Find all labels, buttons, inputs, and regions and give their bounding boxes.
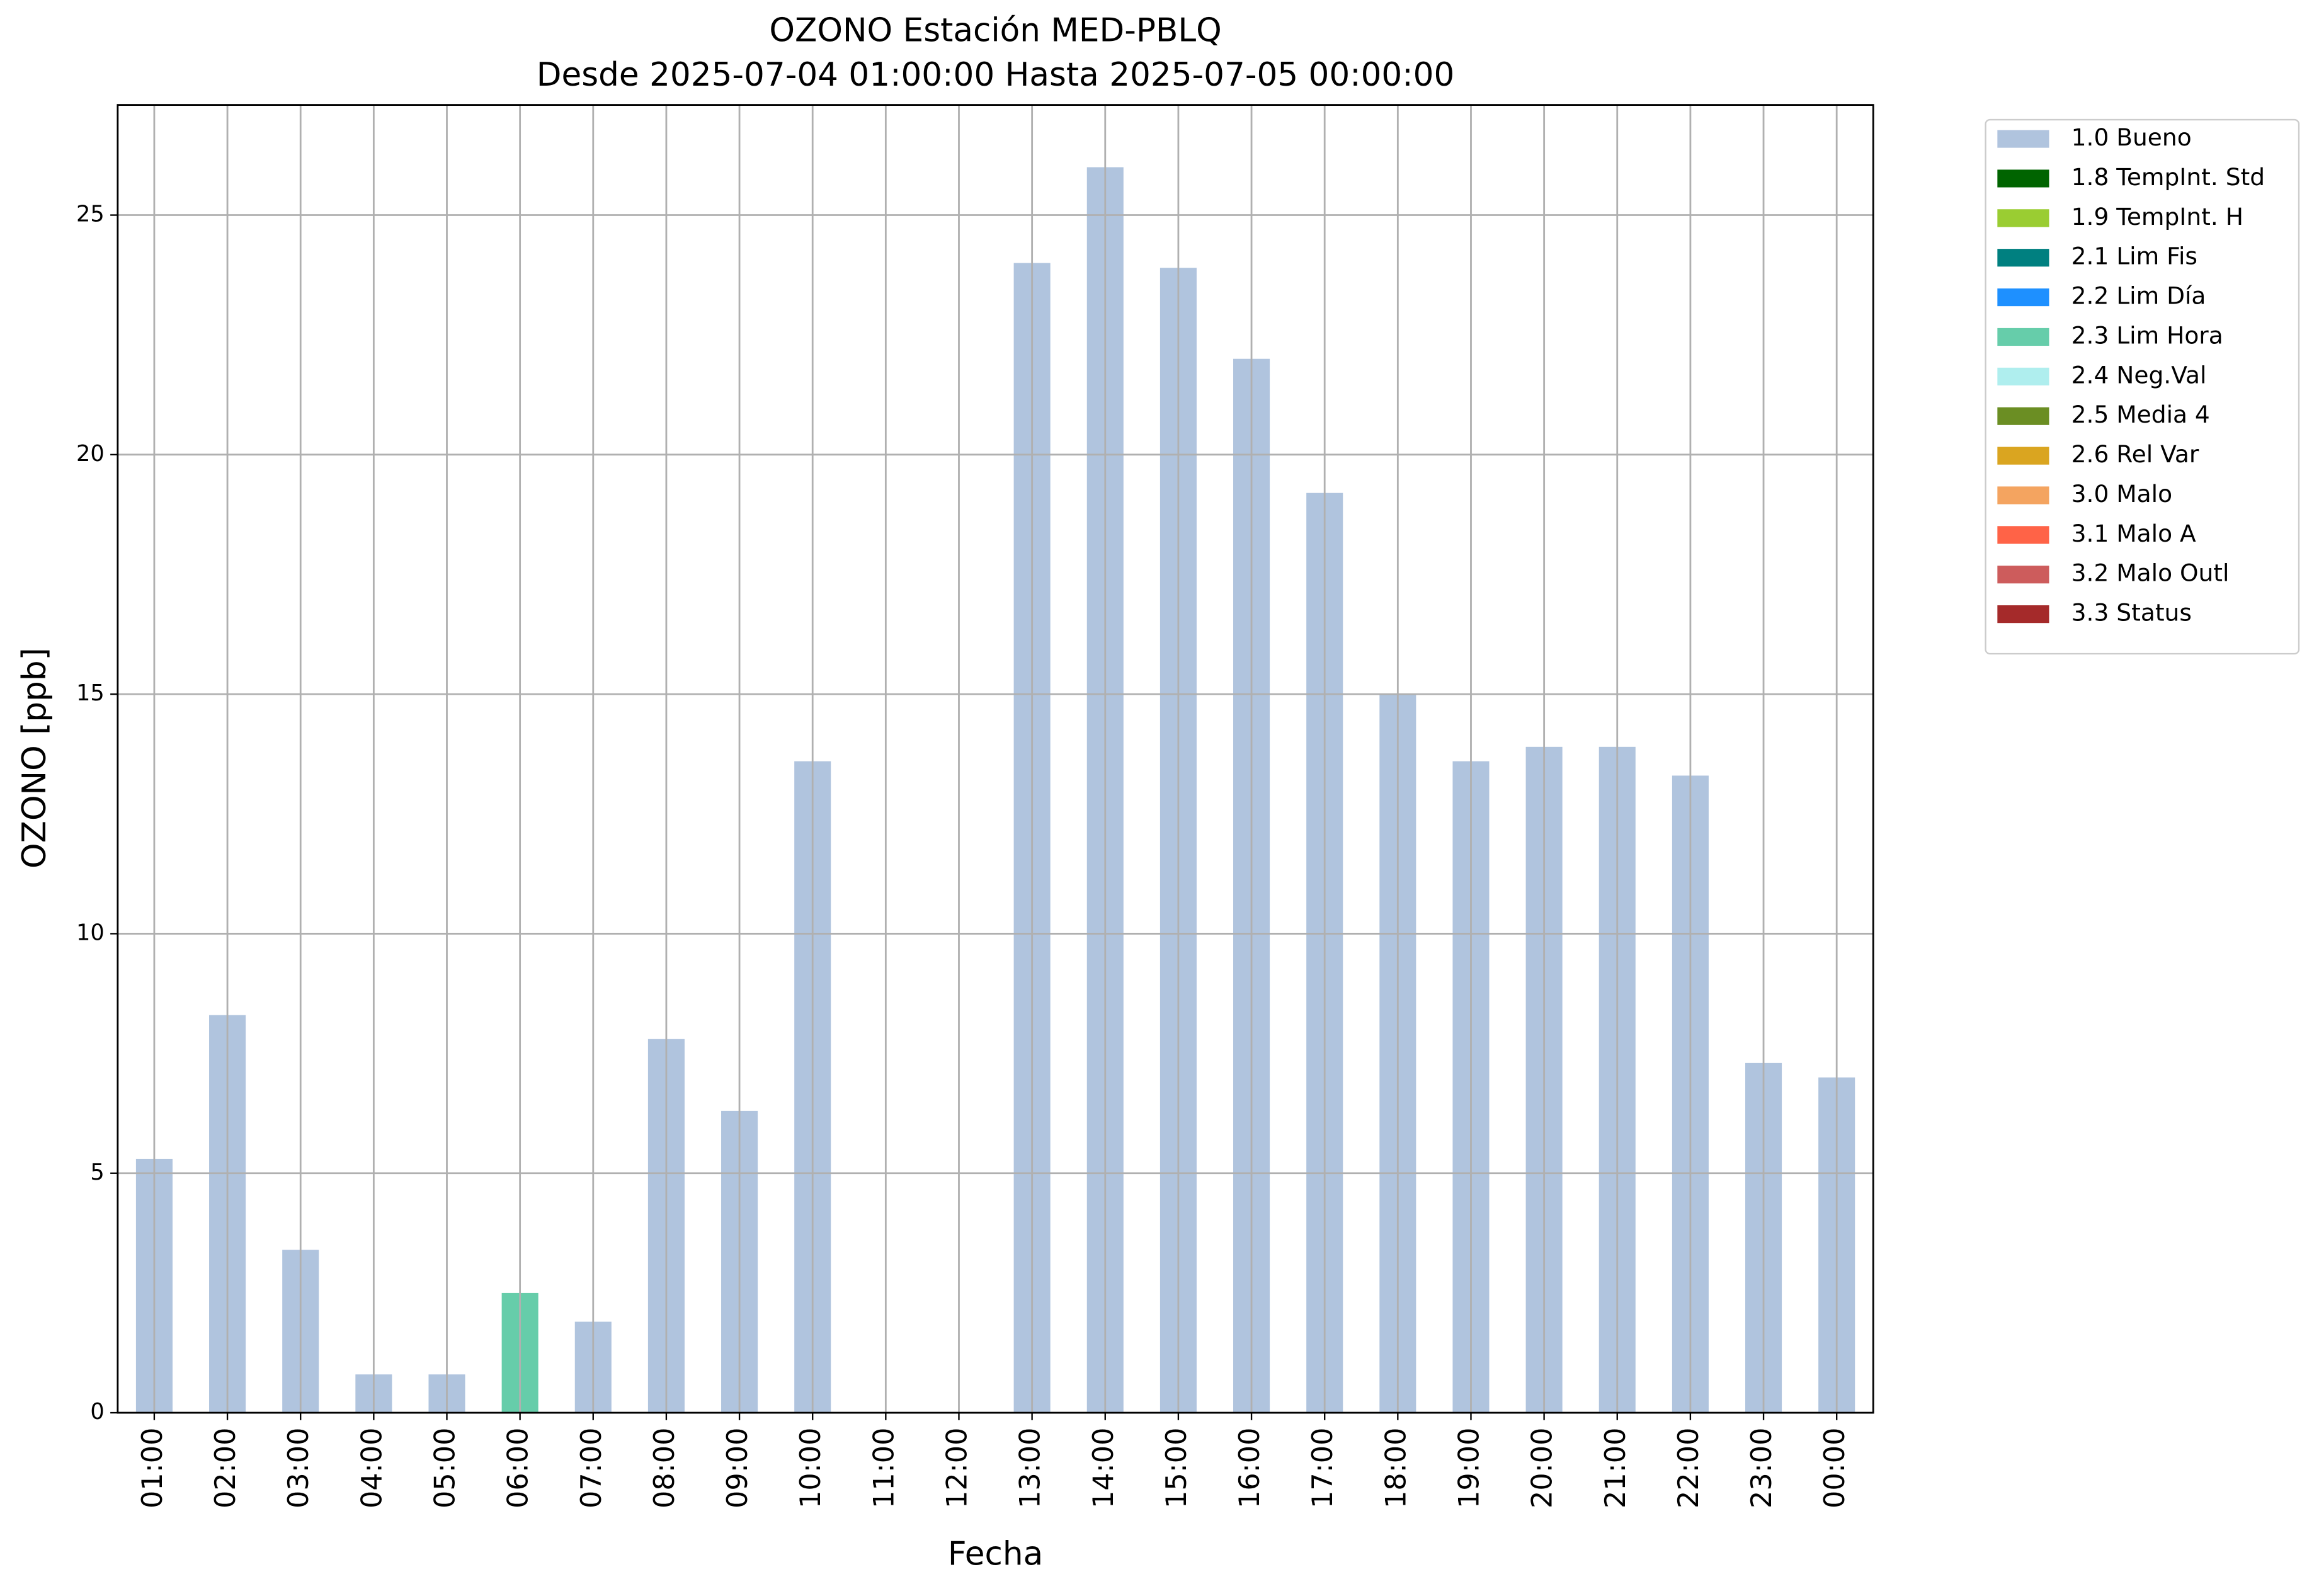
y-tick-label: 0 xyxy=(90,1399,104,1425)
x-tick-label: 03:00 xyxy=(282,1428,315,1508)
y-tick-label: 10 xyxy=(76,920,105,945)
plot-frame xyxy=(117,104,1874,1414)
x-tick-label: 11:00 xyxy=(867,1428,900,1508)
x-tick-label: 15:00 xyxy=(1160,1428,1193,1508)
y-tick-label: 20 xyxy=(76,441,105,467)
y-tick-label: 15 xyxy=(76,680,105,706)
legend-swatch xyxy=(1997,407,2049,425)
legend-box xyxy=(1985,118,2300,655)
y-tick-label: 5 xyxy=(90,1160,104,1185)
legend-label: 2.2 Lim Día xyxy=(2071,282,2206,310)
x-tick-label: 19:00 xyxy=(1452,1428,1485,1508)
legend-swatch xyxy=(1997,328,2049,346)
x-tick-label: 05:00 xyxy=(428,1428,461,1508)
x-tick-label: 14:00 xyxy=(1087,1428,1120,1508)
legend-label: 1.8 TempInt. Std xyxy=(2071,163,2265,191)
legend-label: 2.6 Rel Var xyxy=(2071,440,2199,468)
x-tick-label: 02:00 xyxy=(209,1428,242,1508)
x-tick-label: 20:00 xyxy=(1526,1428,1559,1508)
legend-swatch xyxy=(1997,447,2049,465)
legend-swatch xyxy=(1997,566,2049,584)
legend-label: 2.5 Media 4 xyxy=(2071,401,2210,428)
legend-label: 3.0 Malo xyxy=(2071,480,2172,508)
legend-swatch xyxy=(1997,486,2049,504)
legend-label: 2.4 Neg.Val xyxy=(2071,361,2207,389)
legend-label: 1.9 TempInt. H xyxy=(2071,203,2243,231)
x-tick-label: 17:00 xyxy=(1306,1428,1339,1508)
x-tick-label: 06:00 xyxy=(502,1428,535,1508)
x-tick-label: 00:00 xyxy=(1818,1428,1851,1508)
x-tick-label: 21:00 xyxy=(1599,1428,1632,1508)
legend-swatch xyxy=(1997,130,2049,148)
x-axis-label: Fecha xyxy=(948,1536,1043,1573)
x-tick-label: 07:00 xyxy=(575,1428,608,1508)
x-tick-label: 18:00 xyxy=(1379,1428,1412,1508)
x-tick-label: 10:00 xyxy=(794,1428,827,1508)
legend-swatch xyxy=(1997,209,2049,227)
chart-subtitle: Desde 2025-07-04 01:00:00 Hasta 2025-07-… xyxy=(537,56,1455,94)
legend-swatch xyxy=(1997,249,2049,267)
legend-label: 3.3 Status xyxy=(2071,599,2192,627)
x-tick-label: 09:00 xyxy=(721,1428,754,1508)
legend-label: 3.1 Malo A xyxy=(2071,520,2196,547)
legend-label: 2.1 Lim Fis xyxy=(2071,242,2197,270)
x-tick-label: 16:00 xyxy=(1233,1428,1266,1508)
x-tick-label: 13:00 xyxy=(1014,1428,1047,1508)
legend-swatch xyxy=(1997,526,2049,544)
legend-label: 1.0 Bueno xyxy=(2071,123,2192,151)
y-axis-label: OZONO [ppb] xyxy=(16,647,54,869)
legend-swatch xyxy=(1997,367,2049,385)
x-tick-label: 22:00 xyxy=(1672,1428,1705,1508)
x-tick-label: 12:00 xyxy=(940,1428,973,1508)
x-tick-label: 04:00 xyxy=(355,1428,388,1508)
legend-label: 2.3 Lim Hora xyxy=(2071,321,2223,349)
legend-swatch xyxy=(1997,288,2049,307)
x-tick-label: 01:00 xyxy=(136,1428,169,1508)
chart-title: OZONO Estación MED-PBLQ xyxy=(769,12,1221,50)
y-tick-label: 25 xyxy=(76,202,105,227)
x-tick-label: 08:00 xyxy=(648,1428,681,1508)
legend-label: 3.2 Malo Outl xyxy=(2071,559,2230,587)
legend-swatch xyxy=(1997,169,2049,188)
x-tick-label: 23:00 xyxy=(1745,1428,1778,1508)
legend-swatch xyxy=(1997,605,2049,624)
